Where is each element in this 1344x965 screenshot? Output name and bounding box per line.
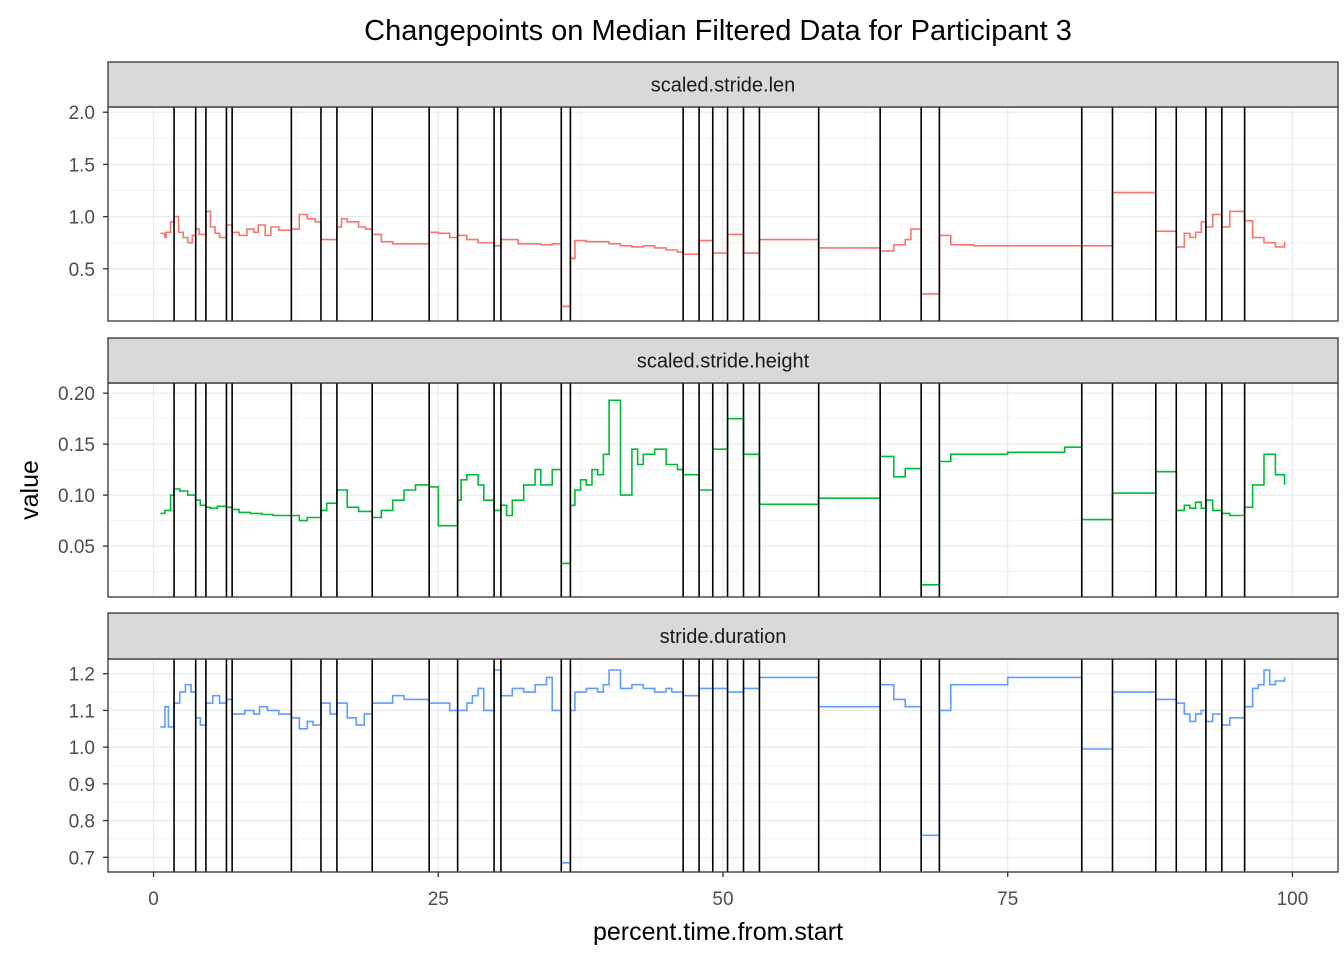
- y-tick-label: 1.2: [69, 665, 95, 686]
- x-tick-label: 0: [148, 889, 159, 910]
- x-tick-label: 100: [1277, 889, 1309, 910]
- x-axis: 0 25 50 75 100: [148, 872, 1308, 910]
- chart-title: Changepoints on Median Filtered Data for…: [364, 15, 1072, 47]
- y-tick-label: 0.10: [58, 486, 95, 507]
- y-tick-label: 1.0: [69, 208, 95, 229]
- x-tick-label: 25: [428, 889, 449, 910]
- y-tick-label: 1.1: [69, 701, 95, 722]
- y-tick-label: 0.9: [69, 775, 95, 796]
- facet-strip-label: scaled.stride.len: [651, 75, 796, 97]
- y-tick-label: 2.0: [69, 103, 95, 124]
- facet-strip: [107, 337, 1339, 384]
- y-tick-label: 1.0: [69, 738, 95, 759]
- facet-strip-label: stride.duration: [660, 626, 787, 648]
- y-axis-label: value: [16, 460, 44, 520]
- panel-stride-duration: stride.duration 0.7 0.8 0.9 1.0 1.1 1.2: [69, 612, 1339, 873]
- y-tick-label: 0.15: [58, 435, 95, 456]
- facet-strip: [107, 612, 1339, 660]
- y-tick-label: 0.7: [69, 848, 95, 869]
- y-tick-label: 0.5: [69, 260, 95, 281]
- facet-strip-label: scaled.stride.height: [637, 351, 810, 373]
- chart-panels: scaled.stride.len0.51.01.52.0scaled.stri…: [58, 61, 1339, 873]
- x-tick-label: 75: [997, 889, 1018, 910]
- x-tick-label: 50: [712, 889, 733, 910]
- y-tick-label: 0.20: [58, 384, 95, 405]
- y-tick-label: 0.8: [69, 812, 95, 833]
- facet-strip: [107, 61, 1339, 108]
- panel-scaled-stride-len: scaled.stride.len 0.5 1.0 1.5 2.0: [69, 61, 1339, 322]
- panel-scaled-stride-height: scaled.stride.height 0.05 0.10 0.15 0.20: [58, 337, 1339, 598]
- x-axis-label: percent.time.from.start: [593, 918, 843, 946]
- y-tick-label: 1.5: [69, 155, 95, 176]
- y-tick-label: 0.05: [58, 537, 95, 558]
